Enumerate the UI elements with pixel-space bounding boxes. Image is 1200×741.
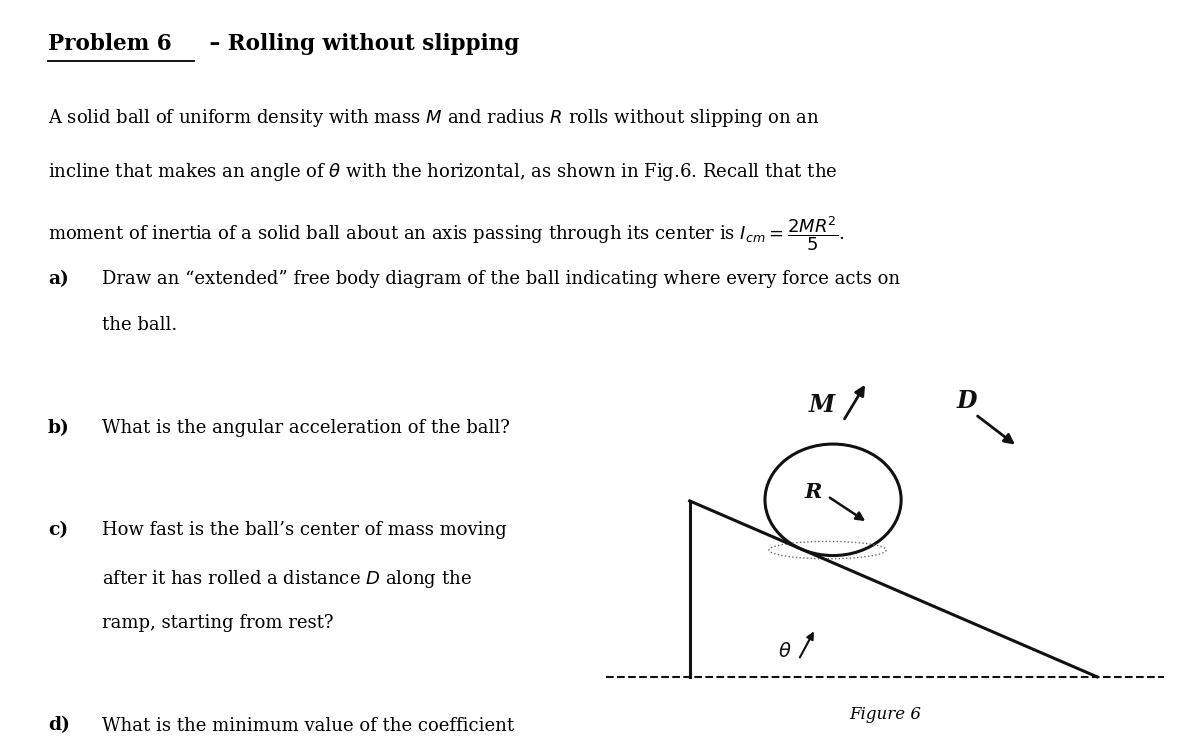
- Text: d): d): [48, 717, 70, 734]
- Text: M: M: [809, 393, 835, 417]
- Text: What is the minimum value of the coefficient: What is the minimum value of the coeffic…: [102, 717, 514, 734]
- Text: R: R: [805, 482, 822, 502]
- Text: b): b): [48, 419, 70, 436]
- Text: the ball.: the ball.: [102, 316, 178, 334]
- Text: $\theta$: $\theta$: [778, 642, 791, 661]
- Text: Draw an “extended” free body diagram of the ball indicating where every force ac: Draw an “extended” free body diagram of …: [102, 270, 900, 288]
- Text: How fast is the ball’s center of mass moving: How fast is the ball’s center of mass mo…: [102, 521, 506, 539]
- Text: D: D: [956, 388, 977, 413]
- Text: incline that makes an angle of $\it{\theta}$ with the horizontal, as shown in Fi: incline that makes an angle of $\it{\the…: [48, 161, 838, 183]
- Text: after it has rolled a distance $\it{D}$ along the: after it has rolled a distance $\it{D}$ …: [102, 568, 472, 590]
- Text: ramp, starting from rest?: ramp, starting from rest?: [102, 614, 334, 632]
- Text: a): a): [48, 270, 68, 288]
- Text: c): c): [48, 521, 68, 539]
- Text: – Rolling without slipping: – Rolling without slipping: [202, 33, 518, 56]
- Text: Figure 6: Figure 6: [850, 706, 922, 723]
- Text: Problem 6: Problem 6: [48, 33, 172, 56]
- Text: A solid ball of uniform density with mass $\it{M}$ and radius $\it{R}$ rolls wit: A solid ball of uniform density with mas…: [48, 107, 820, 130]
- Text: What is the angular acceleration of the ball?: What is the angular acceleration of the …: [102, 419, 510, 436]
- Text: moment of inertia of a solid ball about an axis passing through its center is $\: moment of inertia of a solid ball about …: [48, 214, 845, 253]
